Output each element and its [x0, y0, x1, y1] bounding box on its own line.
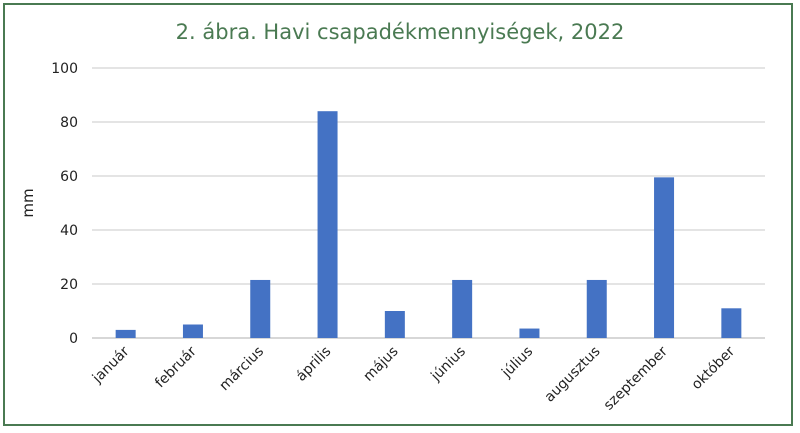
- y-tick-label: 80: [60, 115, 78, 131]
- y-tick-label: 100: [51, 61, 78, 77]
- bar: [654, 177, 675, 338]
- category-label: július: [498, 344, 536, 382]
- y-tick-label: 20: [60, 277, 78, 293]
- category-label: október: [689, 343, 739, 393]
- category-labels: január február március április május június jú…: [89, 343, 738, 413]
- bar: [182, 324, 203, 338]
- y-axis-label: mm: [19, 188, 37, 217]
- category-label: február: [152, 343, 200, 391]
- category-label: január: [89, 343, 133, 387]
- gridlines: [92, 67, 765, 339]
- category-label: május: [360, 344, 401, 385]
- bar: [250, 279, 271, 338]
- category-label: augusztus: [542, 344, 604, 406]
- bar: [519, 328, 540, 338]
- bar: [115, 329, 136, 338]
- y-tick-label: 0: [69, 331, 78, 347]
- bar: [452, 279, 473, 338]
- bar: [586, 279, 607, 338]
- y-tick-label: 40: [60, 223, 78, 239]
- bar: [384, 311, 405, 338]
- category-label: június: [427, 344, 469, 386]
- bars: [115, 111, 742, 338]
- y-tick-label: 60: [60, 169, 78, 185]
- category-label: szeptember: [601, 343, 671, 413]
- category-label: április: [293, 344, 334, 385]
- bar: [317, 111, 338, 338]
- chart-title: 2. ábra. Havi csapadékmennyiségek, 2022: [175, 20, 625, 44]
- bar: [721, 308, 742, 338]
- category-label: március: [217, 344, 268, 395]
- y-tick-labels: 0 20 40 60 80 100: [51, 61, 78, 347]
